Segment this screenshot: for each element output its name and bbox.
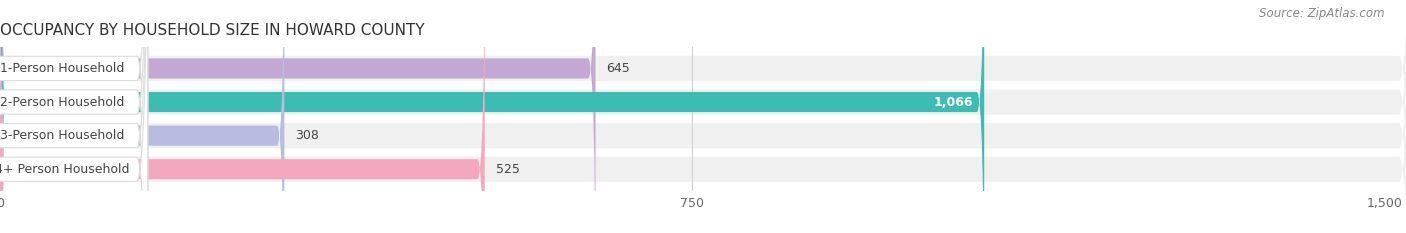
FancyBboxPatch shape <box>0 0 148 233</box>
Text: 645: 645 <box>606 62 630 75</box>
FancyBboxPatch shape <box>0 0 148 233</box>
Text: OCCUPANCY BY HOUSEHOLD SIZE IN HOWARD COUNTY: OCCUPANCY BY HOUSEHOLD SIZE IN HOWARD CO… <box>0 24 425 38</box>
FancyBboxPatch shape <box>0 0 148 233</box>
Text: 525: 525 <box>496 163 520 176</box>
Text: 4+ Person Household: 4+ Person Household <box>0 163 129 176</box>
FancyBboxPatch shape <box>0 0 485 233</box>
Text: 2-Person Household: 2-Person Household <box>0 96 125 109</box>
FancyBboxPatch shape <box>0 0 596 233</box>
Text: 308: 308 <box>295 129 319 142</box>
FancyBboxPatch shape <box>0 0 148 233</box>
FancyBboxPatch shape <box>0 0 284 233</box>
Text: 1,066: 1,066 <box>934 96 973 109</box>
Text: 1-Person Household: 1-Person Household <box>0 62 125 75</box>
FancyBboxPatch shape <box>0 0 984 233</box>
Text: Source: ZipAtlas.com: Source: ZipAtlas.com <box>1260 7 1385 20</box>
Text: 3-Person Household: 3-Person Household <box>0 129 125 142</box>
